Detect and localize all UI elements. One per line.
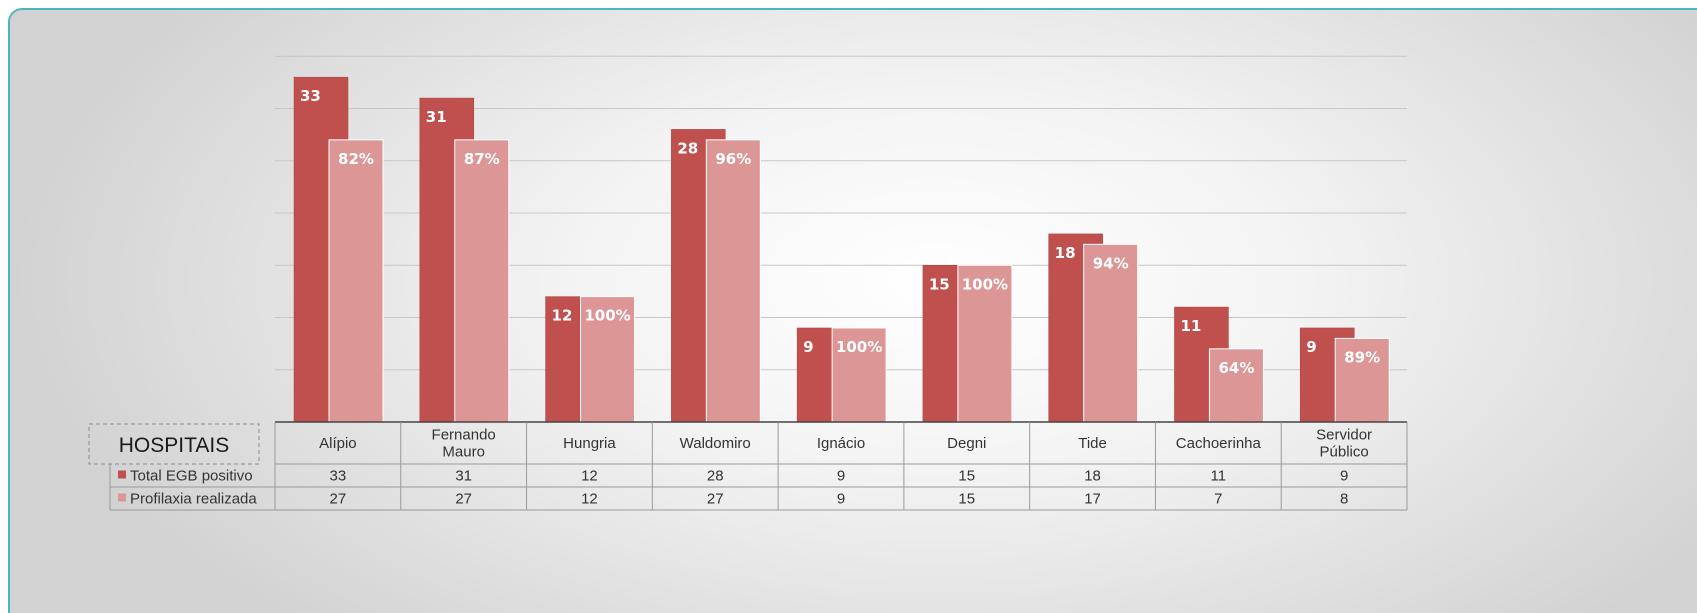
data-label-total: 18 xyxy=(1055,244,1076,262)
legend-swatch xyxy=(118,493,126,502)
bar-chart: 33 82% 31 87% 12 100% 28 96% 9 100% 15 100% 18 94% 11 6… xyxy=(88,55,1408,511)
category-label: Mauro xyxy=(442,444,485,461)
table-value-cell: 15 xyxy=(958,468,975,485)
data-label-percent: 100% xyxy=(836,338,882,356)
bar-profilaxia xyxy=(454,139,510,423)
table-value-cell: 8 xyxy=(1340,491,1348,508)
table-value-cell: 27 xyxy=(330,491,347,508)
table-value-cell: 9 xyxy=(837,491,845,508)
category-label: Ignácio xyxy=(817,435,865,452)
bar-profilaxia xyxy=(1208,348,1264,423)
table-value-cell: 15 xyxy=(958,491,975,508)
data-label-total: 31 xyxy=(426,108,447,126)
data-label-percent: 87% xyxy=(464,150,500,168)
bar-profilaxia xyxy=(1083,243,1139,423)
category-label: Tide xyxy=(1078,435,1107,452)
category-label: Público xyxy=(1320,444,1369,461)
table-value-cell: 27 xyxy=(455,491,472,508)
data-label-percent: 100% xyxy=(584,307,630,325)
data-label-total: 28 xyxy=(677,139,698,157)
bar-profilaxia xyxy=(1334,337,1390,423)
table-value-cell: 9 xyxy=(1340,468,1348,485)
table-value-cell: 27 xyxy=(707,491,724,508)
table-value-cell: 17 xyxy=(1084,491,1101,508)
slide-background: 33 82% 31 87% 12 100% 28 96% 9 100% 15 100% 18 94% 11 6… xyxy=(8,8,1697,613)
data-label-percent: 96% xyxy=(715,150,751,168)
table-value-cell: 12 xyxy=(581,491,598,508)
data-label-percent: 64% xyxy=(1218,359,1254,377)
bars: 33 82% 31 87% 12 100% 28 96% 9 100% 15 100% 18 94% 11 6… xyxy=(275,76,1407,423)
category-label: Alípio xyxy=(319,435,357,452)
table-header-label: HOSPITAIS xyxy=(119,434,229,457)
data-label-total: 9 xyxy=(803,338,813,356)
bar-profilaxia xyxy=(831,327,887,423)
data-label-total: 11 xyxy=(1180,317,1201,335)
legend-label: Profilaxia realizada xyxy=(130,491,257,508)
table-value-cell: 11 xyxy=(1211,468,1227,485)
data-label-percent: 100% xyxy=(962,275,1008,293)
legend-swatch xyxy=(118,470,126,479)
table-header-box xyxy=(88,423,260,465)
category-label: Waldomiro xyxy=(680,435,751,452)
table-value-cell: 28 xyxy=(707,468,724,485)
data-label-total: 12 xyxy=(552,307,573,325)
table-value-cell: 18 xyxy=(1084,468,1101,485)
category-label: Fernando xyxy=(432,427,496,444)
data-label-total: 9 xyxy=(1306,338,1316,356)
data-label-percent: 82% xyxy=(338,150,374,168)
table-value-cell: 7 xyxy=(1214,491,1222,508)
data-label-total: 33 xyxy=(300,87,321,105)
bar-profilaxia xyxy=(328,139,384,423)
category-label: Degni xyxy=(947,435,986,452)
data-label-percent: 89% xyxy=(1344,348,1380,366)
category-label: Servidor xyxy=(1316,427,1372,444)
bar-profilaxia xyxy=(705,139,761,423)
category-label: Cachoerinha xyxy=(1176,435,1262,452)
table-value-cell: 33 xyxy=(330,468,347,485)
data-label-total: 15 xyxy=(929,275,950,293)
category-label: Hungria xyxy=(563,435,616,452)
data-label-percent: 94% xyxy=(1093,254,1129,272)
bar-profilaxia xyxy=(580,296,636,423)
table-value-cell: 9 xyxy=(837,468,845,485)
legend-label: Total EGB positivo xyxy=(130,468,253,485)
table-value-cell: 31 xyxy=(455,468,472,485)
table-value-cell: 12 xyxy=(581,468,598,485)
